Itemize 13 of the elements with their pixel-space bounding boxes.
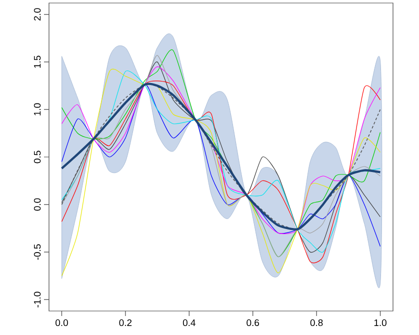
y-tick-label: 2.0 [34, 8, 41, 21]
x-tick-label: 1.0 [374, 319, 386, 326]
y-tick-label: -0.5 [34, 244, 41, 260]
x-tick-label: 0.0 [56, 319, 68, 326]
x-tick-label: 0.2 [119, 319, 132, 326]
y-tick-label: -1.0 [34, 292, 41, 308]
y-tick-label: 0.0 [34, 198, 41, 211]
y-tick-label: 0.5 [34, 150, 41, 164]
x-tick-label: 0.8 [310, 319, 323, 326]
y-tick-label: 1.5 [34, 56, 41, 68]
x-tick-label: 0.4 [182, 319, 196, 326]
y-tick-label: 1.0 [34, 103, 41, 116]
x-tick-label: 0.6 [246, 319, 260, 326]
